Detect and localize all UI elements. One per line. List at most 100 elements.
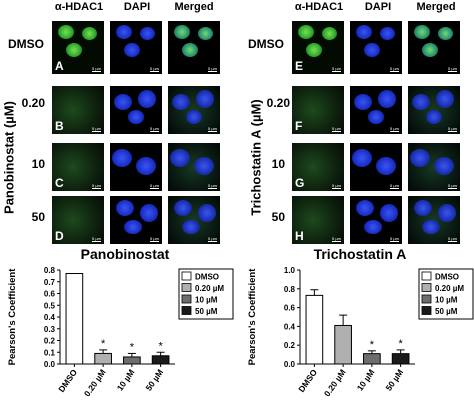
nucleus: [116, 25, 132, 39]
micrograph-right-2-merged: 5 µm: [407, 142, 461, 192]
micrograph-left-0-hdac1: A 5 µm: [51, 20, 105, 75]
trichostatin-y-tick-label: 0.4: [284, 322, 296, 331]
nucleus: [182, 43, 198, 57]
trichostatin-x-tick-label: 10 µM: [355, 367, 377, 392]
nucleus: [322, 204, 340, 222]
scale-bar: 5 µm: [390, 182, 399, 189]
panobinostat-significance-star: *: [101, 338, 106, 350]
trichostatin-legend-swatch: [421, 271, 432, 281]
nucleus: [66, 43, 82, 57]
panobinostat-legend-label: 50 µM: [195, 307, 218, 316]
micrograph-right-3-merged: 5 µm: [407, 195, 461, 245]
panobinostat-legend-swatch: [181, 283, 192, 292]
trichostatin-bar-2: [363, 353, 381, 365]
panobinostat-y-tick-label: 0.1: [44, 348, 56, 357]
panel-letter: C: [55, 176, 64, 190]
chart-trichostatin: Pearson's Coefficient 0.0 0.2 0.4 0.6 0.8 1.0 D…: [247, 266, 474, 398]
panobinostat-y-tick-label: 0.3: [44, 325, 56, 334]
scale-bar: 5 µm: [390, 235, 399, 242]
micrograph-left-3-dapi: 5 µm: [109, 195, 163, 245]
scale-bar: 5 µm: [92, 125, 101, 132]
nucleus: [422, 43, 438, 57]
nucleus: [422, 220, 440, 234]
row-label-10: 10: [31, 157, 45, 171]
trichostatin-y-axis-label: Pearson's Coefficient: [247, 268, 258, 366]
trichostatin-y-tick-label: 0.0: [284, 360, 296, 369]
nucleus: [56, 94, 74, 110]
nucleus: [298, 200, 316, 216]
nucleus: [322, 27, 337, 40]
trichostatin-x-tick-label: DMSO: [296, 367, 319, 394]
panel-letter: H: [295, 229, 304, 243]
micrograph-left-2-merged: 5 µm: [167, 142, 221, 192]
micrograph-right-1-merged: 5 µm: [407, 85, 461, 135]
panobinostat-legend-label: 0.20 µM: [195, 284, 224, 293]
panobinostat-y-tick-label: 0.8: [44, 266, 56, 275]
nucleus: [378, 90, 396, 108]
row-label-10-right: 10: [271, 157, 285, 171]
nucleus: [172, 94, 190, 110]
nucleus: [410, 149, 430, 167]
micrograph-right-1-dapi: 5 µm: [349, 85, 403, 135]
trichostatin-bar-1: [334, 324, 352, 365]
col-title-merged: Merged: [174, 1, 214, 13]
nucleus: [198, 27, 213, 40]
panobinostat-legend-swatch: [181, 306, 192, 315]
col-title-hdac1: α-HDAC1: [54, 1, 104, 13]
trichostatin-legend-swatch: [421, 306, 432, 315]
nucleus: [174, 200, 192, 216]
nucleus: [124, 220, 142, 234]
nucleus: [364, 43, 380, 57]
trichostatin-y-tick-label: 1.0: [284, 266, 296, 275]
row-label-50: 50: [31, 210, 45, 224]
trichostatin-y-tick-label: 0.6: [284, 304, 296, 313]
panobinostat-y-tick-label: 0.5: [44, 301, 56, 310]
panobinostat-y-tick-label: 0.0: [44, 360, 56, 369]
nucleus: [438, 27, 453, 40]
micrograph-right-2-dapi: 5 µm: [349, 142, 403, 192]
scale-bar: 5 µm: [150, 65, 159, 72]
trichostatin-legend-label: 10 µM: [435, 296, 458, 305]
nucleus: [412, 94, 430, 110]
micrograph-right-0-merged: 5 µm: [407, 20, 461, 75]
scale-bar: 5 µm: [448, 125, 457, 132]
nucleus: [320, 90, 338, 108]
trichostatin-bar-0: [305, 294, 324, 365]
micrograph-left-1-dapi: 5 µm: [109, 85, 163, 135]
right-image-grid: α-HDAC1 DAPI Merged DMSO 0.20 10 50 Tric…: [240, 0, 474, 232]
nucleus: [368, 110, 384, 124]
micrograph-left-3-merged: 5 µm: [167, 195, 221, 245]
nucleus: [174, 25, 190, 39]
panobinostat-x-tick-label: 0.20 µM: [82, 367, 108, 398]
panobinostat-y-axis-label: Pearson's Coefficient: [7, 268, 18, 366]
scale-bar: 5 µm: [448, 65, 457, 72]
micrograph-right-3-dapi: 5 µm: [349, 195, 403, 245]
nucleus: [194, 157, 214, 175]
nucleus: [426, 110, 442, 124]
nucleus: [136, 157, 156, 175]
scale-bar: 5 µm: [208, 182, 217, 189]
nucleus: [196, 90, 214, 108]
panel-letter: F: [295, 119, 303, 133]
scale-bar: 5 µm: [332, 235, 341, 242]
nucleus: [82, 204, 100, 222]
trichostatin-bar-3: [391, 353, 410, 365]
nucleus: [170, 149, 190, 167]
nucleus: [114, 94, 132, 110]
panobinostat-legend-label: 10 µM: [195, 296, 218, 305]
micrograph-right-3-hdac1: H 5 µm: [291, 195, 345, 245]
scale-bar: 5 µm: [448, 182, 457, 189]
col-title-dapi-right: DAPI: [364, 1, 392, 13]
nucleus: [58, 25, 74, 39]
nucleus: [186, 110, 202, 124]
scale-bar: 5 µm: [208, 125, 217, 132]
axis-title-trichostatin: Trichostatin A (µM): [248, 99, 264, 216]
panobinostat-y-tick-label: 0.6: [44, 290, 56, 299]
nucleus: [436, 90, 454, 108]
scale-bar: 5 µm: [332, 125, 341, 132]
nucleus: [58, 200, 76, 216]
nucleus: [124, 43, 140, 57]
scale-bar: 5 µm: [332, 182, 341, 189]
nucleus: [380, 27, 395, 40]
panel-letter: D: [55, 229, 64, 243]
